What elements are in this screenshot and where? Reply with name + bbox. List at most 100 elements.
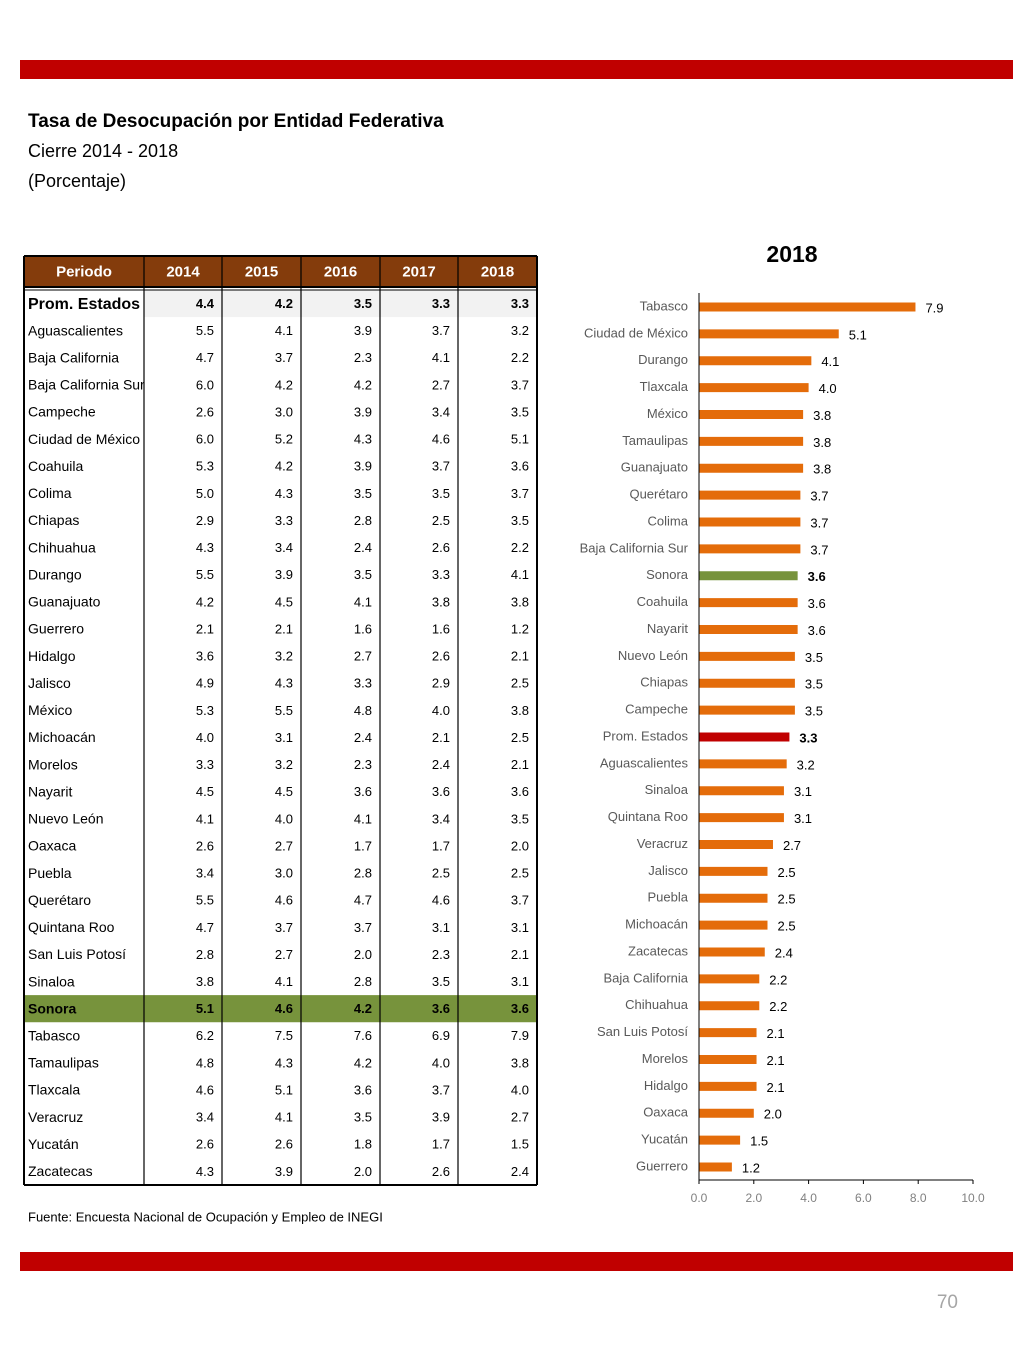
cell: 2.3 bbox=[354, 757, 372, 772]
cell: 4.5 bbox=[275, 594, 293, 609]
chart-title: 2018 bbox=[766, 241, 817, 267]
bar-value-label: 3.7 bbox=[810, 542, 828, 557]
cell: 2.9 bbox=[196, 513, 214, 528]
cell: 3.5 bbox=[354, 1110, 372, 1125]
cell: 4.0 bbox=[511, 1082, 529, 1097]
cell: 4.1 bbox=[275, 974, 293, 989]
category-label: Nuevo León bbox=[618, 648, 688, 663]
bar bbox=[699, 651, 795, 661]
cell: 4.3 bbox=[196, 1164, 214, 1179]
column-header: 2017 bbox=[402, 263, 435, 280]
cell: 5.3 bbox=[196, 703, 214, 718]
category-label: Prom. Estados bbox=[603, 728, 689, 743]
row-label: Colima bbox=[28, 485, 72, 501]
bar-value-label: 3.5 bbox=[805, 650, 823, 665]
category-label: Campeche bbox=[625, 702, 688, 717]
cell: 2.6 bbox=[196, 1137, 214, 1152]
cell: 2.6 bbox=[432, 649, 450, 664]
cell: 6.9 bbox=[432, 1028, 450, 1043]
row-label: Puebla bbox=[28, 865, 72, 881]
category-label: Jalisco bbox=[648, 863, 688, 878]
header-bg bbox=[24, 256, 537, 287]
row-label: Coahuila bbox=[28, 458, 83, 474]
cell: 3.3 bbox=[196, 757, 214, 772]
bar-value-label: 2.2 bbox=[769, 972, 787, 987]
cell: 3.7 bbox=[432, 1082, 450, 1097]
bar bbox=[699, 329, 839, 339]
bar bbox=[699, 678, 795, 688]
bar bbox=[699, 544, 801, 554]
cell: 3.8 bbox=[432, 594, 450, 609]
bar bbox=[699, 383, 809, 393]
cell: 1.2 bbox=[511, 621, 529, 636]
category-label: Baja California bbox=[603, 970, 688, 985]
bar-value-label: 3.6 bbox=[808, 623, 826, 638]
cell: 2.6 bbox=[432, 1164, 450, 1179]
cell: 3.7 bbox=[354, 920, 372, 935]
cell: 4.1 bbox=[354, 594, 372, 609]
cell: 4.0 bbox=[432, 703, 450, 718]
cell: 3.9 bbox=[354, 404, 372, 419]
bar bbox=[699, 732, 790, 742]
bottom-band bbox=[20, 1252, 1013, 1271]
bar-value-label: 7.9 bbox=[925, 300, 943, 315]
row-label: Michoacán bbox=[28, 729, 96, 745]
category-label: Yucatán bbox=[641, 1132, 688, 1147]
cell: 3.7 bbox=[511, 893, 529, 908]
bar-value-label: 1.5 bbox=[750, 1134, 768, 1149]
row-label: San Luis Potosí bbox=[28, 946, 126, 962]
category-label: Ciudad de México bbox=[584, 325, 688, 340]
category-label: Querétaro bbox=[629, 487, 688, 502]
cell: 2.7 bbox=[354, 649, 372, 664]
cell: 5.5 bbox=[196, 567, 214, 582]
cell: 5.2 bbox=[275, 432, 293, 447]
cell: 2.4 bbox=[432, 757, 450, 772]
bar bbox=[699, 813, 784, 823]
cell: 3.9 bbox=[432, 1110, 450, 1125]
cell: 5.5 bbox=[196, 323, 214, 338]
page-number: 70 bbox=[937, 1292, 958, 1313]
bar-value-label: 3.7 bbox=[810, 515, 828, 530]
bar bbox=[699, 893, 768, 903]
bar bbox=[699, 1001, 760, 1011]
cell: 3.4 bbox=[275, 540, 293, 555]
cell: 3.8 bbox=[196, 974, 214, 989]
cell: 3.5 bbox=[432, 974, 450, 989]
cell: 1.7 bbox=[354, 838, 372, 853]
cell: 5.1 bbox=[275, 1082, 293, 1097]
cell: 3.3 bbox=[432, 567, 450, 582]
bar bbox=[699, 571, 798, 581]
cell: 5.3 bbox=[196, 459, 214, 474]
bar-value-label: 2.4 bbox=[775, 945, 793, 960]
x-tick-label: 4.0 bbox=[800, 1191, 817, 1205]
category-label: Quintana Roo bbox=[608, 809, 688, 824]
cell: 5.0 bbox=[196, 486, 214, 501]
bar-value-label: 2.2 bbox=[769, 999, 787, 1014]
cell: 3.7 bbox=[275, 920, 293, 935]
cell: 7.5 bbox=[275, 1028, 293, 1043]
bar-value-label: 3.8 bbox=[813, 462, 831, 477]
cell: 3.4 bbox=[432, 404, 450, 419]
row-label: Chihuahua bbox=[28, 539, 96, 555]
cell: 4.9 bbox=[196, 676, 214, 691]
bar bbox=[699, 786, 784, 796]
row-label: Durango bbox=[28, 566, 82, 582]
cell: 2.4 bbox=[511, 1164, 529, 1179]
cell: 4.6 bbox=[432, 893, 450, 908]
cell: 3.3 bbox=[511, 296, 529, 311]
x-tick-label: 8.0 bbox=[910, 1191, 927, 1205]
cell: 4.6 bbox=[432, 432, 450, 447]
bar-value-label: 3.8 bbox=[813, 435, 831, 450]
category-label: Coahuila bbox=[637, 594, 689, 609]
category-label: Nayarit bbox=[647, 621, 689, 636]
bar-value-label: 3.6 bbox=[808, 569, 826, 584]
cell: 3.9 bbox=[275, 567, 293, 582]
bar bbox=[699, 1162, 732, 1172]
cell: 3.3 bbox=[354, 676, 372, 691]
row-label: Tamaulipas bbox=[28, 1055, 99, 1071]
cell: 2.0 bbox=[511, 838, 529, 853]
cell: 6.2 bbox=[196, 1028, 214, 1043]
cell: 7.9 bbox=[511, 1028, 529, 1043]
bar bbox=[699, 840, 773, 849]
bar bbox=[699, 705, 795, 715]
